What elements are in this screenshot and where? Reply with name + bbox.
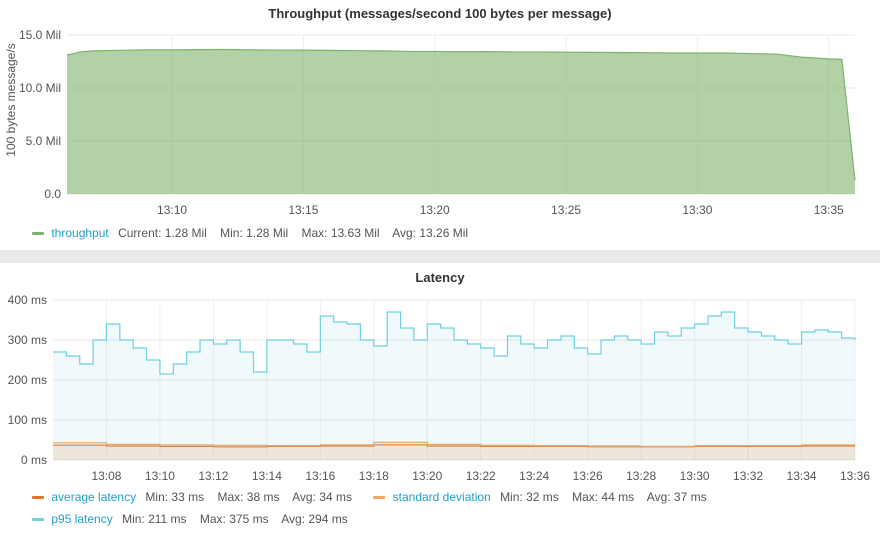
x-tick-label: 13:20 — [420, 203, 450, 217]
legend-stat-avg: Avg: 294 ms — [281, 512, 348, 526]
legend-stat-min: Min: 33 ms — [145, 490, 205, 504]
y-tick-label: 300 ms — [8, 333, 47, 347]
x-tick-label: 13:28 — [626, 469, 656, 483]
x-tick-label: 13:15 — [288, 203, 318, 217]
legend-series-name[interactable]: p95 latency — [51, 512, 113, 526]
y-tick-label: 5.0 Mil — [26, 134, 61, 148]
legend-item-average-latency[interactable]: average latency Min: 33 ms Max: 38 ms Av… — [32, 490, 362, 504]
legend-stat-current: Current: 1.28 Mil — [118, 226, 207, 240]
y-tick-label: 15.0 Mil — [19, 28, 61, 42]
legend-stat-min: Min: 32 ms — [500, 490, 559, 504]
throughput-title: Throughput (messages/second 100 bytes pe… — [268, 6, 612, 21]
x-tick-label: 13:16 — [305, 469, 335, 483]
throughput-ylabel: 100 bytes message/s — [4, 43, 18, 156]
latency-chart: 0 ms 100 ms 200 ms 300 ms 400 ms 13:08 13:10 1… — [8, 293, 871, 483]
legend-swatch — [32, 232, 44, 236]
x-tick-label: 13:25 — [551, 203, 581, 217]
x-tick-label: 13:14 — [252, 469, 282, 483]
legend-item-p95-latency[interactable]: p95 latency Min: 211 ms Max: 375 ms Avg:… — [32, 512, 358, 526]
x-tick-label: 13:22 — [466, 469, 496, 483]
legend-item-standard-deviation[interactable]: standard deviation Min: 32 ms Max: 44 ms… — [373, 490, 716, 504]
x-tick-label: 13:24 — [519, 469, 549, 483]
latency-legend-row-1: average latency Min: 33 ms Max: 38 ms Av… — [32, 490, 725, 504]
x-tick-label: 13:10 — [157, 203, 187, 217]
latency-title: Latency — [415, 270, 465, 285]
y-tick-label: 0 ms — [21, 453, 47, 467]
legend-stat-avg: Avg: 37 ms — [646, 490, 707, 504]
series-area-p95-latency — [53, 312, 855, 460]
series-area-average-latency — [53, 444, 855, 460]
throughput-legend: throughput Current: 1.28 Mil Min: 1.28 M… — [32, 226, 486, 240]
y-tick-label: 100 ms — [8, 413, 47, 427]
x-tick-label: 13:32 — [733, 469, 763, 483]
x-tick-label: 13:12 — [198, 469, 228, 483]
y-tick-label: 400 ms — [8, 293, 47, 307]
x-tick-label: 13:26 — [573, 469, 603, 483]
series-line-p95-latency — [53, 311, 856, 375]
legend-stat-max: Max: 13.63 Mil — [301, 226, 380, 240]
y-tick-label: 10.0 Mil — [19, 81, 61, 95]
y-tick-label: 200 ms — [8, 373, 47, 387]
legend-stat-max: Max: 44 ms — [572, 490, 635, 504]
legend-stat-max: Max: 375 ms — [199, 512, 269, 526]
x-tick-label: 13:18 — [359, 469, 389, 483]
x-tick-label: 13:36 — [840, 469, 870, 483]
series-line-standard-deviation — [53, 441, 856, 447]
legend-swatch — [32, 518, 44, 522]
legend-item-throughput[interactable]: throughput Current: 1.28 Mil Min: 1.28 M… — [32, 226, 478, 240]
throughput-panel: Throughput (messages/second 100 bytes pe… — [0, 0, 880, 250]
legend-series-name[interactable]: standard deviation — [392, 490, 491, 504]
x-tick-label: 13:30 — [680, 469, 710, 483]
x-tick-label: 13:35 — [814, 203, 844, 217]
x-tick-label: 13:30 — [682, 203, 712, 217]
latency-legend-row-2: p95 latency Min: 211 ms Max: 375 ms Avg:… — [32, 512, 366, 526]
legend-swatch — [373, 496, 386, 500]
legend-series-name[interactable]: throughput — [51, 226, 109, 240]
legend-stat-avg: Avg: 13.26 Mil — [392, 226, 469, 240]
legend-series-name[interactable]: average latency — [51, 490, 137, 504]
series-area-throughput — [67, 49, 855, 194]
throughput-chart: 0.0 5.0 Mil 10.0 Mil 15.0 Mil 13:10 13:15 13:… — [4, 28, 856, 217]
y-tick-label: 0.0 — [44, 187, 61, 201]
series-line-throughput — [66, 48, 856, 181]
legend-stat-max: Max: 38 ms — [217, 490, 280, 504]
legend-stat-min: Min: 211 ms — [122, 512, 187, 526]
x-tick-label: 13:34 — [787, 469, 817, 483]
x-tick-label: 13:20 — [412, 469, 442, 483]
legend-swatch — [32, 496, 44, 500]
x-tick-label: 13:10 — [145, 469, 175, 483]
x-tick-label: 13:08 — [91, 469, 121, 483]
legend-stat-avg: Avg: 34 ms — [292, 490, 352, 504]
latency-panel: Latency 0 ms 100 ms 200 ms 300 ms 400 ms 13:… — [0, 263, 880, 533]
legend-stat-min: Min: 1.28 Mil — [220, 226, 289, 240]
